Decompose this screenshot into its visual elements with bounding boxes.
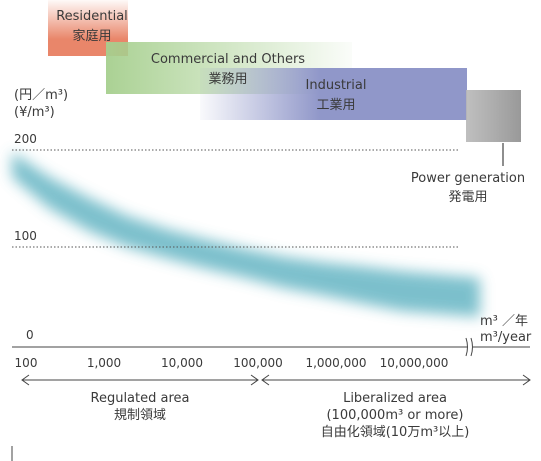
- sector-bands: Residential 家庭用 Commercial and Others 業務用 In…: [48, 0, 525, 205]
- y-unit-en: (¥/m³): [14, 105, 55, 120]
- x-tick-1000: 1,000: [87, 356, 121, 370]
- x-tick-100000: 100,000: [233, 356, 283, 370]
- sector-band-power-generation: [466, 90, 521, 142]
- x-tick-10000000: 10,000,000: [380, 356, 449, 370]
- sector-label-jp-power-generation: 発電用: [448, 190, 487, 205]
- y-tick-100: 100: [14, 229, 37, 243]
- liberalized-arrow-right-head: [522, 374, 531, 386]
- x-unit-jp: m³ ／年: [480, 314, 528, 329]
- sector-label-en-commercial-and-others: Commercial and Others: [151, 52, 305, 67]
- regulated-label-jp: 規制領域: [114, 407, 166, 423]
- liberalized-arrow-left-head: [261, 374, 270, 386]
- regulated-arrow-right-head: [250, 374, 259, 386]
- y-tick-0: 0: [26, 328, 34, 342]
- sector-band-industrial: [200, 68, 467, 120]
- liberalized-label-en: Liberalized area: [343, 391, 447, 406]
- y-unit-jp: (円／m³): [14, 88, 68, 103]
- sector-label-en-power-generation: Power generation: [411, 171, 525, 186]
- sector-label-jp-residential: 家庭用: [72, 28, 111, 44]
- x-tick-10000: 10,000: [161, 356, 203, 370]
- sector-label-jp-industrial: 工業用: [316, 97, 355, 113]
- sector-label-jp-commercial-and-others: 業務用: [208, 71, 247, 87]
- x-tick-1000000: 1,000,000: [305, 356, 366, 370]
- price-band: [12, 151, 480, 317]
- x-tick-100: 100: [15, 356, 38, 370]
- axis-break-icon: [465, 337, 473, 357]
- sector-label-en-residential: Residential: [56, 9, 128, 24]
- regulated-label-en: Regulated area: [91, 391, 190, 406]
- liberalized-label-jp: 自由化領域(10万m³以上): [321, 424, 470, 440]
- x-tick-labels: 100 1,000 10,000 100,000 1,000,000 10,000,000: [15, 356, 449, 370]
- regulated-arrow-left-head: [21, 374, 30, 386]
- liberalized-label-en2: (100,000m³ or more): [326, 408, 463, 423]
- x-unit-en: m³/year: [480, 330, 532, 345]
- sector-label-en-industrial: Industrial: [306, 78, 367, 93]
- y-tick-200: 200: [14, 132, 37, 146]
